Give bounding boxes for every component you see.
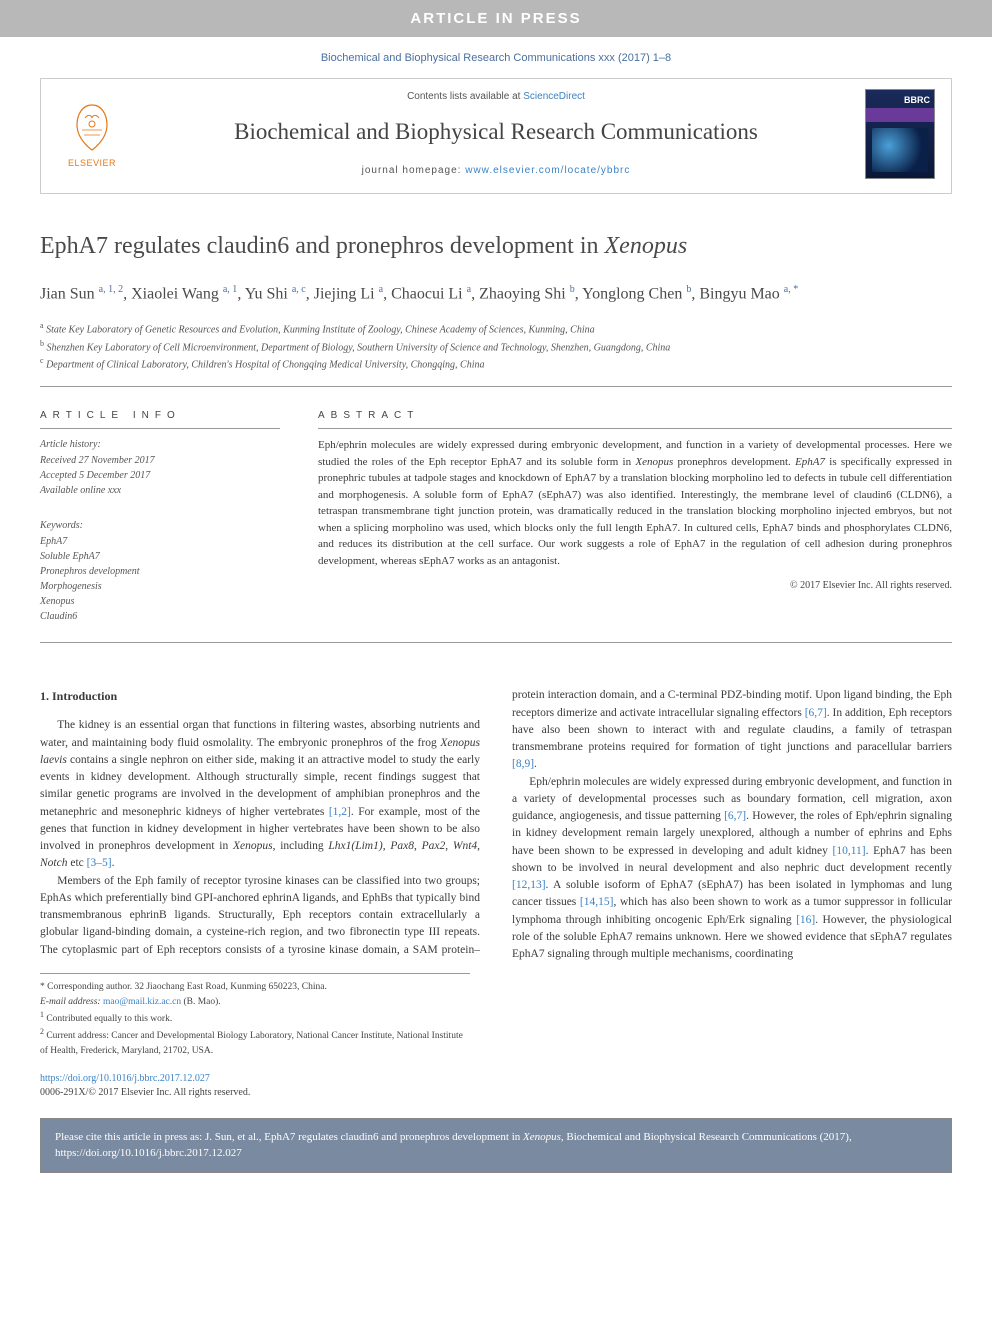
contents-prefix: Contents lists available at [407, 91, 523, 102]
article-info-heading: ARTICLE INFO [40, 409, 280, 429]
body-paragraph: Eph/ephrin molecules are widely expresse… [512, 774, 952, 964]
history-label: Article history: [40, 437, 280, 452]
contents-lists: Contents lists available at ScienceDirec… [147, 90, 845, 104]
journal-header: ELSEVIER Contents lists available at Sci… [40, 78, 952, 194]
journal-ref-top: Biochemical and Biophysical Research Com… [0, 37, 992, 72]
cover-label: BBRC [904, 94, 930, 107]
history-line: Accepted 5 December 2017 [40, 468, 280, 483]
abstract-text: Eph/ephrin molecules are widely expresse… [318, 437, 952, 569]
issn-line: 0006-291X/© 2017 Elsevier Inc. All right… [40, 1086, 952, 1100]
section-heading-intro: 1. Introduction [40, 687, 480, 705]
footnote-2: 2 Current address: Cancer and Developmen… [40, 1026, 470, 1058]
keyword: Xenopus [40, 594, 280, 609]
abstract-heading: ABSTRACT [318, 409, 952, 429]
article-history: Article history: Received 27 November 20… [40, 437, 280, 498]
article-title: EphA7 regulates claudin6 and pronephros … [40, 230, 952, 264]
footnote-1: 1 Contributed equally to this work. [40, 1009, 470, 1026]
sciencedirect-link[interactable]: ScienceDirect [523, 91, 585, 102]
corresponding-email[interactable]: mao@mail.kiz.ac.cn [103, 997, 181, 1007]
journal-title: Biochemical and Biophysical Research Com… [147, 116, 845, 148]
header-center: Contents lists available at ScienceDirec… [147, 90, 845, 178]
title-prefix: EphA7 regulates claudin6 and pronephros … [40, 233, 605, 259]
keywords-label: Keywords: [40, 518, 280, 533]
email-suffix: (B. Mao). [181, 997, 221, 1007]
homepage-prefix: journal homepage: [362, 165, 466, 176]
abstract-copyright: © 2017 Elsevier Inc. All rights reserved… [318, 579, 952, 593]
abstract-block: ABSTRACT Eph/ephrin molecules are widely… [318, 409, 952, 624]
keyword: Soluble EphA7 [40, 549, 280, 564]
footnote-1-text: Contributed equally to this work. [46, 1014, 172, 1024]
elsevier-logo: ELSEVIER [57, 94, 127, 174]
homepage-link[interactable]: www.elsevier.com/locate/ybbrc [465, 165, 630, 176]
history-line: Received 27 November 2017 [40, 453, 280, 468]
affiliation-line: b Shenzhen Key Laboratory of Cell Microe… [40, 338, 952, 355]
article-in-press-banner: ARTICLE IN PRESS [0, 0, 992, 37]
journal-homepage: journal homepage: www.elsevier.com/locat… [147, 164, 845, 178]
footnotes: * Corresponding author. 32 Jiaochang Eas… [40, 973, 470, 1058]
body-columns: 1. Introduction The kidney is an essenti… [40, 687, 952, 963]
authors: Jian Sun a, 1, 2, Xiaolei Wang a, 1, Yu … [40, 282, 952, 306]
affiliations: a State Key Laboratory of Genetic Resour… [40, 320, 952, 387]
keyword: EphA7 [40, 534, 280, 549]
keyword: Morphogenesis [40, 579, 280, 594]
elsevier-text: ELSEVIER [68, 157, 116, 170]
corresponding-author: * Corresponding author. 32 Jiaochang Eas… [40, 980, 470, 994]
title-italic: Xenopus [605, 233, 688, 259]
doi-link[interactable]: https://doi.org/10.1016/j.bbrc.2017.12.0… [40, 1073, 210, 1084]
article-info: ARTICLE INFO Article history: Received 2… [40, 409, 280, 624]
affiliation-line: c Department of Clinical Laboratory, Chi… [40, 355, 952, 372]
history-line: Available online xxx [40, 483, 280, 498]
affiliation-line: a State Key Laboratory of Genetic Resour… [40, 320, 952, 337]
citation-box: Please cite this article in press as: J.… [40, 1118, 952, 1173]
body-paragraph: The kidney is an essential organ that fu… [40, 717, 480, 872]
footnote-2-text: Current address: Cancer and Developmenta… [40, 1031, 463, 1055]
keyword: Pronephros development [40, 564, 280, 579]
email-line: E-mail address: mao@mail.kiz.ac.cn (B. M… [40, 995, 470, 1009]
keywords-block: Keywords: EphA7Soluble EphA7Pronephros d… [40, 518, 280, 624]
keyword: Claudin6 [40, 609, 280, 624]
doi-block: https://doi.org/10.1016/j.bbrc.2017.12.0… [40, 1072, 952, 1100]
email-label: E-mail address: [40, 997, 101, 1007]
journal-cover-thumbnail: BBRC [865, 89, 935, 179]
